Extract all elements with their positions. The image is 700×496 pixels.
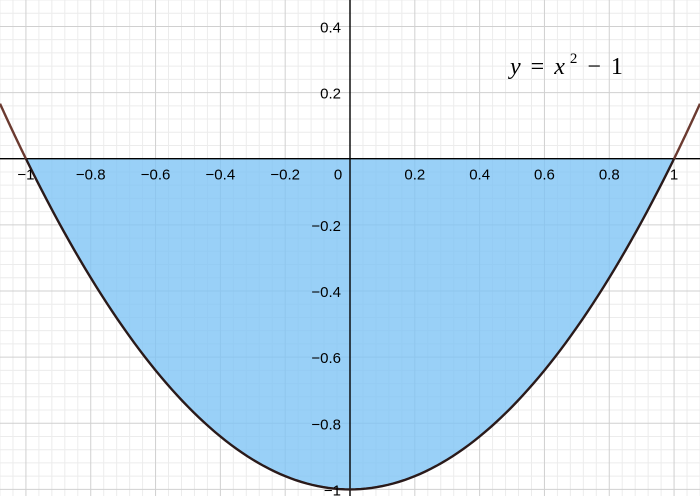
y-tick-label: 0.2	[320, 86, 341, 103]
tick-labels: −1 −0.8 −0.6 −0.4 −0.2 0 0.2 0.4 0.6 0.8 1 0.4 0.2 −0…	[17, 19, 678, 496]
function-label: y = x 2 − 1	[508, 50, 623, 80]
x-tick-label: −0.8	[76, 167, 106, 184]
x-tick-label: −0.4	[206, 167, 236, 184]
y-tick-label: 0.4	[320, 19, 341, 36]
y-tick-label: −0.2	[311, 218, 341, 235]
x-tick-label: 0	[334, 167, 342, 184]
y-tick-label: −1	[324, 482, 341, 496]
x-tick-label: −0.6	[141, 167, 171, 184]
x-tick-label: −1	[17, 167, 34, 184]
y-tick-label: −0.4	[311, 284, 341, 301]
x-tick-label: 0.6	[534, 167, 555, 184]
x-tick-label: 0.8	[599, 167, 620, 184]
x-tick-label: 1	[670, 167, 678, 184]
curve-left-branch	[0, 103, 28, 160]
x-tick-label: 0.2	[404, 167, 425, 184]
x-tick-label: 0.4	[469, 167, 490, 184]
y-tick-label: −0.8	[311, 416, 341, 433]
curve-main	[24, 158, 676, 491]
y-tick-label: −0.6	[311, 350, 341, 367]
curve-right-branch	[672, 103, 700, 160]
x-tick-label: −0.2	[270, 167, 300, 184]
curve-layer	[0, 103, 700, 491]
